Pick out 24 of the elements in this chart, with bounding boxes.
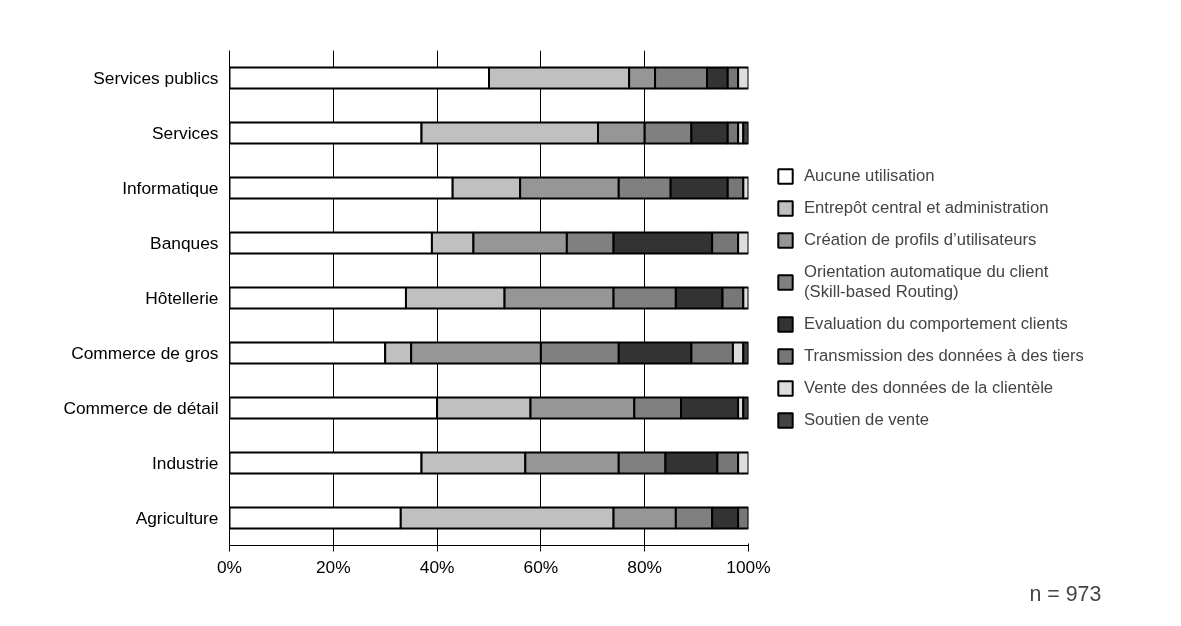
x-tick-label: 60% bbox=[523, 556, 559, 577]
x-tick-label: 40% bbox=[419, 556, 455, 577]
y-tick-label: Informatique bbox=[122, 178, 219, 198]
y-tick-label: Hôtellerie bbox=[145, 288, 219, 308]
y-tick-label: Industrie bbox=[152, 453, 219, 473]
legend-label: Soutien de vente bbox=[804, 409, 930, 430]
y-tick-label: Services publics bbox=[93, 68, 219, 88]
legend-label: Aucune utilisation bbox=[804, 165, 935, 186]
x-tick-label: 100% bbox=[726, 556, 771, 577]
y-tick-label: Services bbox=[152, 123, 219, 143]
y-tick-label: Commerce de détail bbox=[63, 398, 219, 418]
legend-label: Création de profils d’utilisateurs bbox=[804, 229, 1037, 250]
legend-label: Transmission des données à des tiers bbox=[804, 345, 1084, 366]
legend-label: Entrepôt central et administration bbox=[804, 197, 1049, 218]
y-tick-label: Commerce de gros bbox=[71, 343, 219, 363]
x-tick-label: 20% bbox=[315, 556, 351, 577]
text: n = 973 bbox=[1029, 581, 1102, 606]
legend-label: Evaluation du comportement clients bbox=[804, 313, 1068, 334]
legend-label: Orientation automatique du client (Skill-based Routing) bbox=[804, 261, 1049, 302]
y-tick-label: Agriculture bbox=[135, 508, 219, 528]
x-tick-label: 80% bbox=[627, 556, 663, 577]
x-tick-label: 0% bbox=[216, 556, 243, 577]
legend-label: Vente des données de la clientèle bbox=[804, 377, 1054, 398]
y-tick-label: Banques bbox=[150, 233, 219, 253]
